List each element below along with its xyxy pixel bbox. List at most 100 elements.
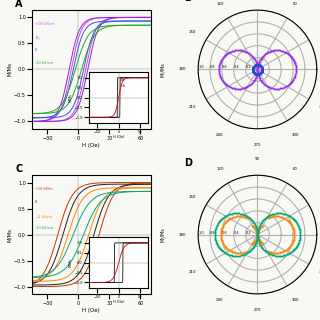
Point [293, 69, 299, 75]
Point [290, 240, 295, 245]
Point [259, 70, 264, 75]
Point [265, 215, 270, 220]
Point [293, 61, 298, 67]
Point [255, 232, 260, 237]
Point [256, 227, 261, 232]
Point [260, 66, 265, 71]
Point [254, 237, 259, 242]
Point [230, 249, 235, 254]
Point [258, 63, 263, 68]
Point [233, 253, 238, 259]
Point [293, 66, 299, 71]
Point [254, 71, 259, 76]
Point [221, 249, 226, 254]
Point [252, 71, 258, 76]
Point [255, 62, 260, 67]
Point [271, 214, 276, 219]
Point [219, 77, 224, 82]
Point [250, 66, 255, 71]
Point [254, 228, 259, 233]
Point [242, 250, 247, 255]
Point [253, 71, 259, 76]
Point [246, 215, 251, 220]
Point [292, 230, 297, 235]
Point [253, 62, 258, 68]
Point [254, 239, 259, 244]
Point [267, 213, 272, 218]
Point [212, 234, 217, 239]
Point [257, 76, 262, 81]
Point [249, 81, 254, 86]
Point [262, 248, 268, 253]
Point [258, 78, 263, 83]
Point [257, 63, 262, 68]
Point [244, 251, 249, 256]
Point [255, 230, 260, 235]
Point [297, 237, 302, 242]
Point [255, 233, 260, 238]
Point [254, 62, 259, 68]
Point [244, 84, 249, 89]
Point [251, 69, 256, 75]
Point [219, 238, 224, 243]
Point [259, 70, 264, 75]
Point [212, 233, 217, 238]
Point [288, 221, 293, 226]
Point [273, 253, 278, 258]
Point [255, 234, 260, 239]
Point [284, 252, 289, 257]
Point [255, 235, 260, 240]
Point [252, 70, 257, 75]
Point [255, 229, 260, 234]
Point [286, 213, 292, 218]
Point [293, 62, 298, 67]
Point [224, 52, 229, 57]
Point [260, 240, 265, 245]
Point [235, 211, 240, 216]
Point [280, 85, 285, 90]
Point [254, 72, 259, 77]
Point [259, 64, 264, 69]
Point [259, 69, 264, 74]
Point [273, 86, 278, 91]
Point [232, 250, 237, 255]
Point [277, 48, 283, 53]
Point [217, 246, 222, 251]
Point [293, 63, 298, 68]
Point [230, 249, 235, 254]
Point [236, 48, 241, 53]
Point [255, 234, 260, 239]
Point [293, 64, 299, 69]
Point [254, 62, 260, 67]
Point [289, 223, 294, 228]
Point [255, 236, 260, 241]
Point [238, 250, 243, 255]
Point [254, 71, 259, 76]
Point [228, 211, 234, 216]
Point [258, 70, 263, 75]
Point [293, 219, 298, 224]
Point [258, 225, 263, 230]
Point [269, 252, 274, 257]
Point [291, 228, 296, 233]
Point [252, 63, 257, 68]
Point [279, 48, 284, 53]
Point [284, 83, 290, 88]
Point [218, 233, 223, 238]
Point [265, 249, 270, 254]
Point [217, 245, 222, 250]
Point [228, 215, 234, 220]
Point [267, 215, 272, 220]
Point [218, 233, 223, 238]
Point [297, 228, 302, 233]
Point [274, 86, 279, 91]
Point [273, 211, 278, 216]
Point [260, 66, 265, 71]
Point [222, 53, 227, 58]
Point [277, 211, 282, 216]
Point [289, 241, 294, 246]
Point [281, 49, 286, 54]
Point [221, 222, 226, 228]
Point [251, 69, 256, 74]
Point [255, 230, 260, 236]
